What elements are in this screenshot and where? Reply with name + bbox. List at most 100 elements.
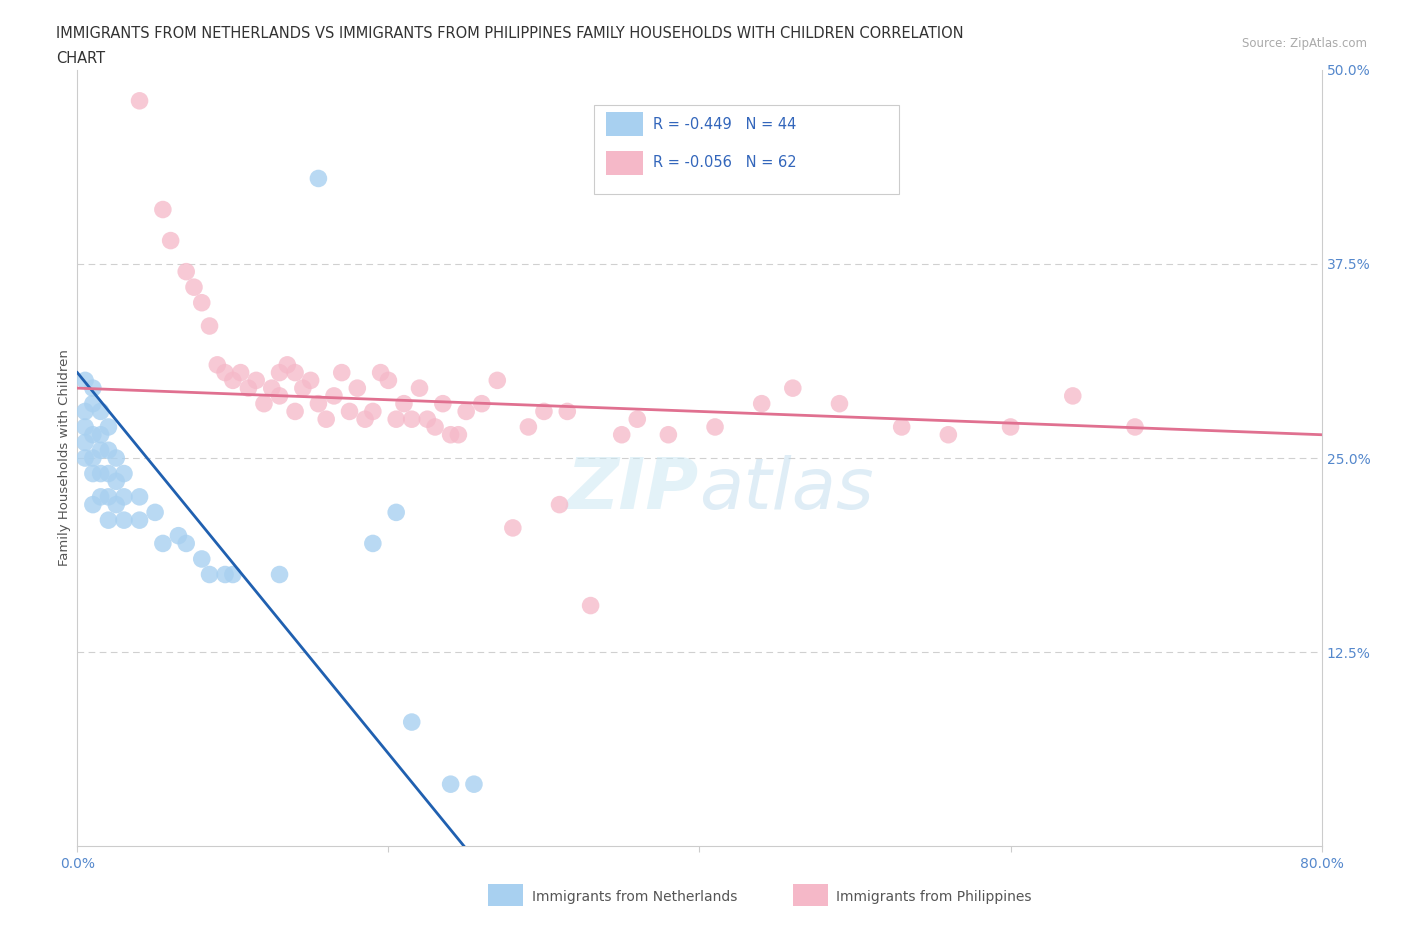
Point	[82, 396, 104, 411]
FancyBboxPatch shape	[593, 105, 898, 194]
Point	[222, 373, 245, 388]
Text: Immigrants from Philippines: Immigrants from Philippines	[837, 890, 1032, 904]
Text: Immigrants from Netherlands: Immigrants from Netherlands	[531, 890, 737, 904]
Point	[284, 404, 307, 418]
Point	[299, 373, 322, 388]
Point	[245, 373, 267, 388]
Point	[105, 451, 128, 466]
Point	[704, 419, 727, 434]
Point	[229, 365, 252, 380]
Point	[75, 373, 97, 388]
Text: IMMIGRANTS FROM NETHERLANDS VS IMMIGRANTS FROM PHILIPPINES FAMILY HOUSEHOLDS WIT: IMMIGRANTS FROM NETHERLANDS VS IMMIGRANT…	[56, 26, 965, 41]
Text: atlas: atlas	[700, 455, 875, 524]
Text: CHART: CHART	[56, 51, 105, 66]
Point	[502, 521, 524, 536]
Point	[222, 567, 245, 582]
Point	[401, 412, 423, 427]
Point	[354, 412, 377, 427]
Point	[610, 427, 633, 442]
Point	[401, 714, 423, 729]
Point	[152, 536, 174, 551]
Point	[90, 466, 112, 481]
Point	[82, 451, 104, 466]
Point	[440, 427, 463, 442]
Point	[370, 365, 392, 380]
Point	[408, 380, 430, 395]
Point	[82, 380, 104, 395]
Point	[90, 443, 112, 458]
Point	[97, 419, 120, 434]
Point	[97, 489, 120, 504]
Point	[75, 435, 97, 450]
Bar	[606, 152, 644, 175]
Point	[284, 365, 307, 380]
Point	[82, 498, 104, 512]
Point	[167, 528, 190, 543]
Point	[1123, 419, 1146, 434]
Point	[75, 419, 97, 434]
Point	[75, 404, 97, 418]
Point	[463, 777, 485, 791]
Point	[105, 474, 128, 489]
Point	[307, 396, 329, 411]
Text: ZIP: ZIP	[567, 455, 700, 524]
Text: R = -0.449   N = 44: R = -0.449 N = 44	[654, 116, 797, 132]
Point	[533, 404, 555, 418]
Point	[361, 404, 384, 418]
Point	[938, 427, 960, 442]
Point	[97, 512, 120, 527]
Point	[330, 365, 353, 380]
Point	[191, 296, 214, 311]
Point	[90, 427, 112, 442]
Point	[269, 365, 291, 380]
Point	[392, 396, 415, 411]
Point	[112, 512, 135, 527]
Point	[90, 489, 112, 504]
Point	[361, 536, 384, 551]
Point	[626, 412, 648, 427]
Point	[97, 443, 120, 458]
Point	[377, 373, 399, 388]
Point	[828, 396, 851, 411]
Point	[128, 489, 150, 504]
Point	[174, 264, 197, 279]
Point	[416, 412, 439, 427]
Point	[890, 419, 912, 434]
Point	[269, 389, 291, 404]
Point	[440, 777, 463, 791]
Point	[1000, 419, 1022, 434]
Point	[339, 404, 361, 418]
Point	[128, 512, 150, 527]
Point	[207, 357, 229, 372]
Point	[291, 380, 314, 395]
Point	[183, 280, 205, 295]
Text: Source: ZipAtlas.com: Source: ZipAtlas.com	[1241, 37, 1367, 50]
Bar	[488, 884, 523, 906]
Point	[214, 365, 236, 380]
Point	[105, 498, 128, 512]
Point	[751, 396, 773, 411]
Point	[432, 396, 454, 411]
Point	[456, 404, 478, 418]
Point	[315, 412, 337, 427]
Point	[423, 419, 446, 434]
Point	[198, 567, 221, 582]
Point	[143, 505, 166, 520]
Point	[82, 427, 104, 442]
Bar	[606, 113, 644, 136]
Point	[75, 451, 97, 466]
Text: R = -0.056   N = 62: R = -0.056 N = 62	[654, 155, 797, 170]
Point	[82, 466, 104, 481]
Point	[112, 466, 135, 481]
Point	[555, 404, 578, 418]
Point	[657, 427, 679, 442]
Point	[214, 567, 236, 582]
Point	[97, 466, 120, 481]
Point	[238, 380, 260, 395]
Bar	[793, 884, 828, 906]
Point	[128, 93, 150, 108]
Point	[579, 598, 602, 613]
Y-axis label: Family Households with Children: Family Households with Children	[58, 350, 70, 566]
Point	[471, 396, 494, 411]
Point	[323, 389, 346, 404]
